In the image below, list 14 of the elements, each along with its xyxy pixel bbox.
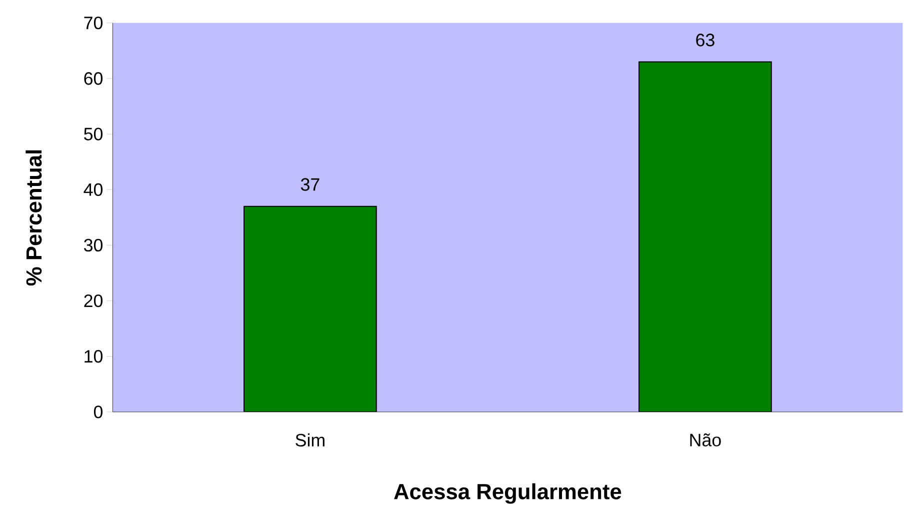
y-tick-label: 40: [84, 183, 103, 196]
y-axis-title: % Percentual: [26, 150, 42, 286]
x-axis-title: Acessa Regularmente: [394, 483, 622, 504]
y-tick-label: 60: [84, 72, 103, 86]
y-tick-label: 0: [94, 406, 103, 418]
x-tick-label: Sim: [296, 434, 324, 447]
data-label: 37: [300, 178, 320, 192]
y-tick-label: 50: [84, 128, 103, 141]
x-tick-label: Não: [690, 434, 721, 447]
y-tick-label: 30: [84, 239, 103, 252]
y-tick-label: 20: [84, 294, 103, 308]
data-label: 63: [696, 34, 714, 47]
y-tick-label: 10: [84, 350, 103, 363]
y-tick-label: 70: [84, 16, 103, 30]
